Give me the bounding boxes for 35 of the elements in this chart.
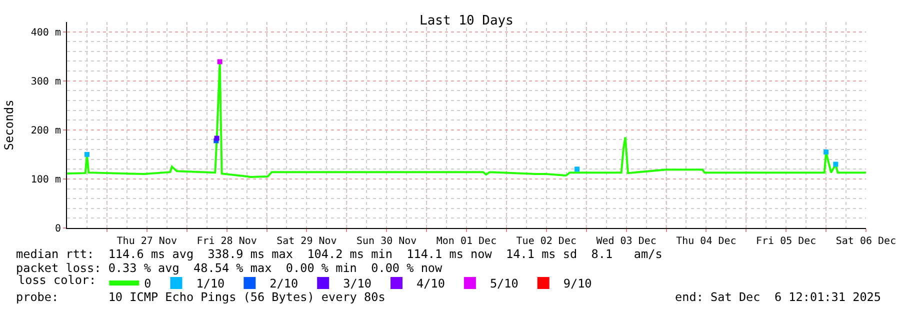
point [833, 162, 838, 167]
x-tick-label: Sat 29 Nov [276, 236, 337, 247]
point [84, 152, 90, 157]
legend-label: 2/10 [270, 276, 298, 291]
x-tick-label: Tue 02 Dec [516, 236, 577, 247]
text: packet loss: 0.33 % avg 48.54 % max 0.00 % min 0.00 % now [16, 261, 442, 275]
point [217, 59, 222, 64]
legend-label: 9/10 [563, 276, 592, 291]
x-tick-label: Fri 05 Dec [756, 236, 816, 247]
x-tick-label: Sun 30 Nov [356, 236, 417, 247]
y-axis-title: Seconds [2, 100, 16, 150]
text: median rtt: 114.6 ms avg 338.9 ms max 104.2 ms min 114.1 ms now 14.1 ms sd 8.1 am/s [16, 247, 662, 261]
y-tick-label: 200 m [30, 125, 61, 136]
x-tick-label: Thu 04 Dec [676, 236, 736, 247]
x-tick-label: Mon 01 Dec [436, 236, 497, 247]
text: probe: 10 ICMP Echo Pings (56 Bytes) every 80s [16, 290, 386, 304]
point [824, 149, 829, 154]
y-tick-label: 100 m [30, 174, 61, 186]
x-tick-label: Thu 27 Nov [116, 236, 178, 247]
x-tick-label: Wed 03 Dec [596, 236, 656, 247]
legend-label: 5/10 [490, 276, 518, 291]
y-tick-label: 300 m [30, 76, 61, 88]
text: end: Sat Dec 6 12:01:31 2025 [675, 290, 881, 304]
point [574, 166, 580, 172]
chart-title: Last 10 Days [420, 14, 514, 29]
y-tick-label: 400 m [30, 27, 61, 38]
legend-label: 0 [144, 276, 152, 291]
x-tick-label: Fri 28 Nov [196, 236, 257, 247]
legend-label: 1/10 [196, 276, 225, 291]
y-tick-label: 0 [54, 224, 61, 234]
legend-title: loss color: [18, 272, 96, 287]
x-tick-label: Sat 06 Dec [836, 236, 896, 247]
legend-label: 3/10 [343, 276, 372, 291]
point [214, 136, 220, 141]
legend-label: 4/10 [416, 276, 445, 291]
